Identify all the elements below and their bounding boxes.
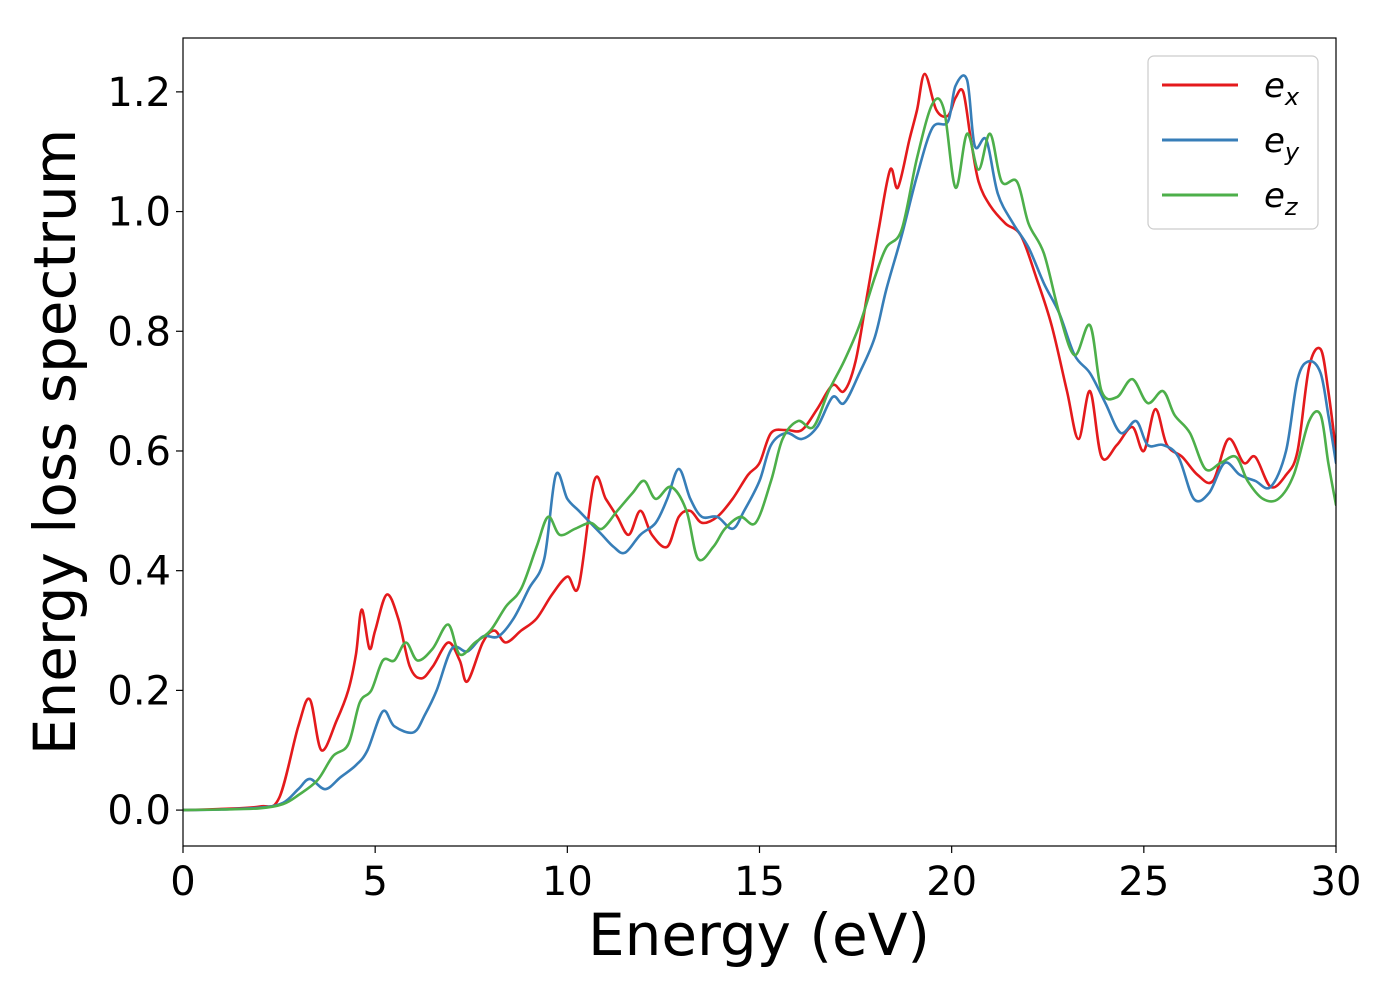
y-axis: 0.0 0.2 0.4 0.6 0.8 1.0 1.2 bbox=[107, 70, 183, 834]
y-tick-label: 0.2 bbox=[107, 668, 171, 714]
x-tick-label: 30 bbox=[1311, 859, 1362, 905]
series-line-e-x bbox=[183, 72, 1336, 812]
series-lines bbox=[183, 72, 1336, 812]
legend-frame bbox=[1147, 55, 1319, 230]
legend: ex ey ez bbox=[1147, 55, 1319, 230]
x-tick-label: 20 bbox=[926, 859, 977, 905]
y-tick-label: 0.0 bbox=[107, 788, 171, 834]
x-tick-label: 5 bbox=[362, 859, 387, 905]
legend-label-y: ey bbox=[1264, 121, 1300, 166]
x-tick-label: 0 bbox=[170, 859, 195, 905]
x-tick-label: 10 bbox=[542, 859, 593, 905]
y-axis-title: Energy loss spectrum bbox=[21, 129, 89, 755]
x-tick-label: 25 bbox=[1118, 859, 1169, 905]
legend-label-x: ex bbox=[1264, 66, 1300, 111]
legend-label-z: ez bbox=[1264, 176, 1299, 221]
x-tick-label: 15 bbox=[734, 859, 785, 905]
series-line-e-z bbox=[183, 97, 1336, 812]
y-tick-label: 0.4 bbox=[107, 549, 171, 595]
y-tick-label: 0.6 bbox=[107, 429, 171, 475]
y-tick-label: 1.0 bbox=[107, 190, 171, 236]
y-tick-label: 0.8 bbox=[107, 309, 171, 355]
x-axis: 0 5 10 15 20 25 30 bbox=[170, 846, 1361, 905]
x-axis-title: Energy (eV) bbox=[588, 901, 930, 969]
y-tick-label: 1.2 bbox=[107, 70, 171, 116]
